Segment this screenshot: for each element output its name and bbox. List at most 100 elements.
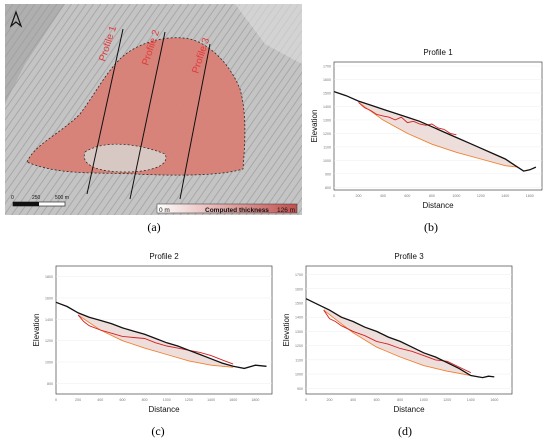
caption-b: (b) — [424, 220, 438, 234]
x-tick-label: 400 — [350, 398, 356, 402]
y-tick-label: 800 — [47, 382, 53, 386]
profile-line-2 — [129, 31, 166, 200]
north-arrow-icon — [9, 10, 23, 28]
caption-a: (a) — [147, 220, 161, 234]
y-tick-label: 1700 — [295, 273, 303, 277]
y-tick-label: 1000 — [323, 159, 331, 163]
x-tick-label: 600 — [404, 194, 410, 198]
y-tick-label: 1200 — [295, 344, 303, 348]
map-svg: Profile 1 Profile 2 Profile 3 0 250 500 … — [5, 4, 302, 215]
y-tick-label: 1600 — [295, 287, 303, 291]
legend-title: Computed thickness — [205, 207, 269, 214]
chart-title: Profile 2 — [149, 252, 179, 261]
x-tick-label: 1200 — [443, 398, 451, 402]
x-tick-label: 1400 — [207, 398, 215, 402]
y-tick-label: 1000 — [295, 373, 303, 377]
x-axis-label: Distance — [393, 405, 425, 414]
y-tick-label: 1800 — [45, 275, 53, 279]
x-tick-label: 800 — [142, 398, 148, 402]
x-tick-label: 1600 — [490, 398, 498, 402]
y-tick-label: 900 — [297, 387, 303, 391]
y-tick-label: 1200 — [323, 132, 331, 136]
x-tick-label: 200 — [355, 194, 361, 198]
x-axis-label: Distance — [148, 405, 180, 414]
series-line-0 — [333, 90, 537, 172]
thickness-legend: 0 m Computed thickness 126 m — [156, 203, 298, 214]
profile-2-chart: Profile 2 1800 1600 1400 1200 1000 800 0 200 400 6… — [30, 248, 276, 420]
y-tick-label: 1700 — [323, 65, 331, 69]
y-tick-label: 800 — [325, 186, 331, 190]
x-tick-label: 0 — [305, 398, 307, 402]
y-tick-label: 900 — [325, 172, 331, 176]
x-tick-label: 200 — [327, 398, 333, 402]
legend-min: 0 m — [159, 207, 170, 214]
x-tick-label: 600 — [119, 398, 125, 402]
y-tick-label: 1000 — [45, 361, 53, 365]
series-line-2 — [77, 314, 234, 368]
x-axis-label: Distance — [422, 201, 454, 210]
x-tick-label: 600 — [374, 398, 380, 402]
plot-frame — [333, 61, 543, 191]
series-line-2 — [323, 309, 471, 376]
profile-1-svg: Profile 1 1700 1600 1500 1400 1300 1200 1100 100… — [310, 48, 543, 210]
y-tick-label: 1300 — [295, 330, 303, 334]
scale-tick-250: 250 — [32, 195, 41, 201]
y-tick-label: 1400 — [323, 105, 331, 109]
x-tick-label: 1200 — [185, 398, 193, 402]
thickness-map: Profile 1 Profile 2 Profile 3 0 250 500 … — [5, 4, 302, 215]
x-tick-label: 400 — [380, 194, 386, 198]
profile-2-svg: Profile 2 1800 1600 1400 1200 1000 800 0 200 400 6… — [32, 252, 273, 414]
x-tick-label: 800 — [429, 194, 435, 198]
legend-max: 126 m — [277, 207, 295, 214]
profile-line-3 — [179, 43, 211, 200]
x-tick-label: 1800 — [251, 398, 259, 402]
x-tick-label: 1000 — [452, 194, 460, 198]
x-tick-label: 200 — [75, 398, 81, 402]
scale-bar: 0 250 500 m — [11, 195, 69, 207]
profile-line-1 — [86, 28, 124, 195]
y-tick-label: 1600 — [323, 78, 331, 82]
y-tick-label: 1500 — [295, 301, 303, 305]
x-tick-label: 1400 — [467, 398, 475, 402]
plot-frame — [305, 265, 513, 395]
series-line-1 — [358, 102, 457, 136]
y-tick-label: 1100 — [323, 145, 331, 149]
caption-c: (c) — [151, 424, 165, 438]
x-tick-label: 1000 — [163, 398, 171, 402]
profile-3-svg: Profile 3 1700 1600 1500 1400 1300 1200 1100 100… — [282, 252, 513, 414]
y-tick-label: 1400 — [45, 318, 53, 322]
y-tick-label: 1400 — [295, 316, 303, 320]
y-axis-label: Elevation — [32, 314, 41, 347]
scale-tick-500: 500 m — [55, 195, 69, 201]
y-tick-label: 1100 — [295, 358, 303, 362]
chart-title: Profile 3 — [394, 252, 424, 261]
scale-tick-0: 0 — [11, 195, 14, 201]
series-line-0 — [305, 298, 495, 379]
series-line-0 — [55, 301, 267, 370]
x-tick-label: 1400 — [501, 194, 509, 198]
x-tick-label: 0 — [55, 398, 57, 402]
y-axis-label: Elevation — [310, 110, 319, 143]
x-tick-label: 400 — [97, 398, 103, 402]
x-tick-label: 1000 — [420, 398, 428, 402]
deposit-area — [83, 143, 167, 173]
y-tick-label: 1500 — [323, 91, 331, 95]
series-line-2 — [358, 102, 518, 168]
terrain-highlight — [235, 4, 302, 64]
profile-3-chart: Profile 3 1700 1600 1500 1400 1300 1200 1100 100… — [280, 248, 516, 420]
thickness-fill — [78, 312, 234, 368]
x-tick-label: 0 — [333, 194, 335, 198]
plot-frame — [55, 265, 273, 395]
x-tick-label: 1200 — [477, 194, 485, 198]
caption-d: (d) — [398, 424, 412, 438]
y-tick-label: 1600 — [45, 297, 53, 301]
terrain-shadow — [5, 4, 65, 104]
x-tick-label: 1600 — [526, 194, 534, 198]
chart-title: Profile 1 — [423, 48, 453, 57]
x-tick-label: 1600 — [229, 398, 237, 402]
thickness-fill — [358, 101, 518, 168]
thickness-fill — [323, 307, 471, 376]
series-line-1 — [77, 314, 234, 365]
y-tick-label: 1300 — [323, 118, 331, 122]
profile-1-chart: Profile 1 1700 1600 1500 1400 1300 1200 1100 100… — [308, 44, 546, 216]
